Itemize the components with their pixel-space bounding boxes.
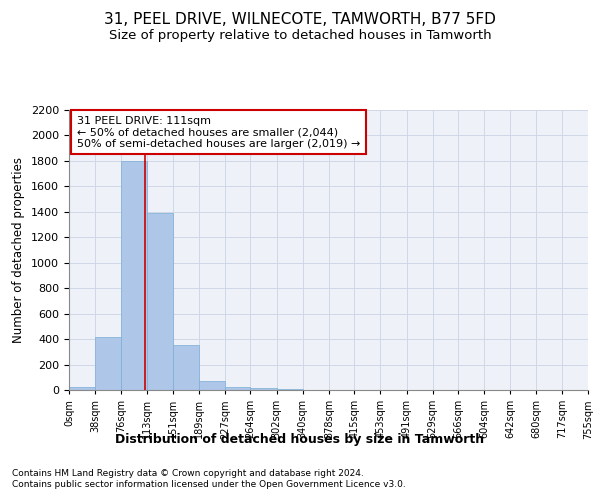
Bar [95,336,121,390]
Bar [173,345,199,390]
Bar [199,381,225,390]
Text: 31 PEEL DRIVE: 111sqm
← 50% of detached houses are smaller (2,044)
50% of semi-d: 31 PEEL DRIVE: 111sqm ← 50% of detached … [77,116,360,149]
Bar [121,161,146,390]
Text: Distribution of detached houses by size in Tamworth: Distribution of detached houses by size … [115,432,485,446]
Bar [225,387,250,390]
Bar [69,388,95,390]
Text: Contains public sector information licensed under the Open Government Licence v3: Contains public sector information licen… [12,480,406,489]
Text: 31, PEEL DRIVE, WILNECOTE, TAMWORTH, B77 5FD: 31, PEEL DRIVE, WILNECOTE, TAMWORTH, B77… [104,12,496,28]
Text: Size of property relative to detached houses in Tamworth: Size of property relative to detached ho… [109,29,491,42]
Bar [146,213,173,390]
Text: Contains HM Land Registry data © Crown copyright and database right 2024.: Contains HM Land Registry data © Crown c… [12,469,364,478]
Y-axis label: Number of detached properties: Number of detached properties [13,157,25,343]
Bar [250,388,277,390]
